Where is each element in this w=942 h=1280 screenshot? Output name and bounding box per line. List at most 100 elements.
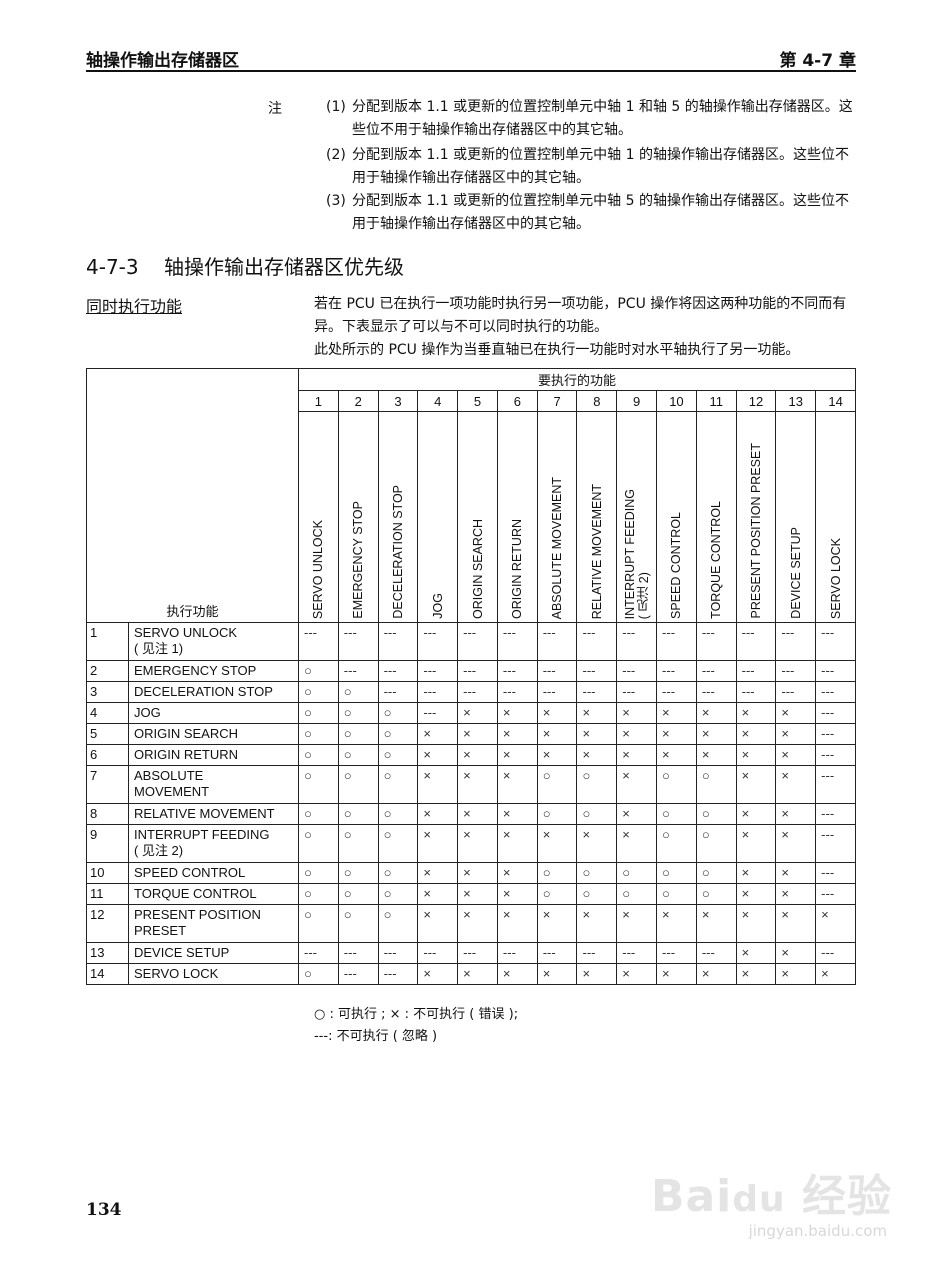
compatibility-cell: ×: [417, 883, 459, 905]
paragraph: 若在 PCU 已在执行一项功能时执行另一项功能，PCU 操作将因这两种功能的不同…: [314, 296, 847, 335]
compatibility-cell: ×: [417, 904, 459, 943]
compatibility-cell: ○: [377, 904, 419, 943]
table-row: 13 DEVICE SETUP --- --- --- --- --- --- --- --- --…: [86, 942, 856, 964]
compatibility-cell: ○: [298, 963, 339, 985]
compatibility-cell: ×: [496, 963, 538, 985]
compatibility-cell: ---: [337, 942, 379, 964]
compatibility-cell: ×: [496, 765, 538, 804]
baidu-watermark-logo: Baidu 经验: [650, 1171, 892, 1222]
compatibility-cell: ---: [337, 660, 379, 682]
compatibility-cell: ×: [656, 702, 697, 724]
compatibility-cell: ---: [815, 942, 856, 964]
compatibility-cell: ○: [616, 862, 658, 884]
note-text: 分配到版本 1.1 或更新的位置控制单元中轴 1 的轴操作输出存储器区。这些位不…: [352, 147, 849, 186]
compatibility-cell: ×: [536, 702, 578, 724]
column-label-cell: EMERGENCY STOP: [337, 411, 379, 623]
running-header-chapter: 第 4-7 章: [779, 51, 856, 71]
column-label-cell: SPEED CONTROL: [656, 411, 697, 623]
compatibility-cell: ×: [496, 744, 538, 766]
table-row: 3 DECELERATION STOP ○ ○ --- --- --- --- --- --- --…: [86, 681, 856, 703]
row-number: 5: [86, 723, 129, 745]
compatibility-cell: ×: [417, 744, 459, 766]
note-number: (1): [326, 99, 346, 115]
compatibility-cell: ---: [377, 660, 419, 682]
compatibility-cell: ---: [298, 942, 339, 964]
column-label: INTERRUPT FEEDING ( 见注 2): [622, 488, 651, 619]
compatibility-cell: ×: [457, 963, 498, 985]
column-number: 10: [656, 390, 697, 412]
compatibility-cell: ○: [656, 765, 697, 804]
compatibility-cell: ---: [298, 622, 339, 661]
compatibility-cell: ---: [377, 681, 419, 703]
compatibility-cell: ×: [576, 744, 618, 766]
header-rule: [86, 70, 856, 72]
compatibility-cell: ×: [457, 702, 498, 724]
row-number: 9: [86, 824, 129, 863]
note-item: (1) 分配到版本 1.1 或更新的位置控制单元中轴 1 和轴 5 的轴操作输出存…: [326, 96, 856, 142]
column-number: 14: [815, 390, 856, 412]
compatibility-cell: ○: [377, 765, 419, 804]
compatibility-cell: ○: [298, 723, 339, 745]
compatibility-cell: ○: [377, 702, 419, 724]
row-number: 14: [86, 963, 129, 985]
compatibility-cell: ---: [815, 765, 856, 804]
compatibility-cell: ---: [775, 622, 817, 661]
row-number: 11: [86, 883, 129, 905]
row-function-name: PRESENT POSITION PRESET: [127, 904, 300, 943]
compatibility-cell: ○: [337, 765, 379, 804]
compatibility-cell: ×: [457, 765, 498, 804]
compatibility-cell: ○: [337, 803, 379, 825]
compatibility-cell: ×: [775, 883, 817, 905]
compatibility-cell: ---: [815, 824, 856, 863]
row-number: 10: [86, 862, 129, 884]
compatibility-cell: ×: [775, 765, 817, 804]
compatibility-cell: ×: [775, 723, 817, 745]
compatibility-cell: ○: [377, 883, 419, 905]
compatibility-cell: ×: [775, 963, 817, 985]
row-number: 4: [86, 702, 129, 724]
column-label-cell: SERVO UNLOCK: [298, 411, 339, 623]
compatibility-cell: ×: [695, 702, 737, 724]
compatibility-cell: ×: [775, 942, 817, 964]
compatibility-cell: ---: [377, 963, 419, 985]
column-label: JOG: [430, 593, 445, 619]
row-function-name: INTERRUPT FEEDING ( 见注 2): [127, 824, 300, 863]
compatibility-cell: ○: [298, 824, 339, 863]
compatibility-cell: ×: [775, 744, 817, 766]
compatibility-cell: ---: [377, 942, 419, 964]
compatibility-cell: ×: [775, 824, 817, 863]
compatibility-cell: ×: [536, 723, 578, 745]
compatibility-cell: ×: [695, 744, 737, 766]
compatibility-cell: ×: [457, 883, 498, 905]
compatibility-cell: ○: [377, 862, 419, 884]
compatibility-cell: ---: [695, 681, 737, 703]
compatibility-cell: ---: [536, 622, 578, 661]
column-label: RELATIVE MOVEMENT: [589, 483, 604, 619]
compatibility-cell: ---: [457, 660, 498, 682]
compatibility-cell: ---: [815, 744, 856, 766]
row-function-name: SERVO LOCK: [127, 963, 300, 985]
table-row: 6 ORIGIN RETURN ○ ○ ○ × × × × × × × × × × ---: [86, 744, 856, 766]
compatibility-cell: ○: [536, 765, 578, 804]
column-number: 13: [775, 390, 817, 412]
page-number: 134: [86, 1200, 122, 1220]
column-number: 7: [536, 390, 578, 412]
compatibility-cell: ○: [337, 681, 379, 703]
compatibility-cell: ---: [496, 681, 538, 703]
compatibility-cell: ×: [695, 904, 737, 943]
compatibility-cell: ---: [536, 942, 578, 964]
row-function-name: SPEED CONTROL: [127, 862, 300, 884]
compatibility-cell: ×: [616, 963, 658, 985]
column-label-cell: DEVICE SETUP: [775, 411, 817, 623]
table-row: 9 INTERRUPT FEEDING ( 见注 2) ○ ○ ○ × × × × × × ○ ○ × × -…: [86, 824, 856, 863]
section-number: 4-7-3: [86, 255, 139, 279]
compatibility-cell: ---: [457, 681, 498, 703]
column-label: EMERGENCY STOP: [351, 501, 366, 619]
compatibility-cell: ○: [298, 862, 339, 884]
legend-line: ○ : 可执行 ; × : 不可执行 ( 错误 );: [314, 1007, 519, 1022]
compatibility-cell: ○: [337, 744, 379, 766]
compatibility-cell: ×: [536, 744, 578, 766]
compatibility-cell: ○: [337, 723, 379, 745]
compatibility-cell: ×: [496, 883, 538, 905]
compatibility-cell: ×: [735, 904, 777, 943]
